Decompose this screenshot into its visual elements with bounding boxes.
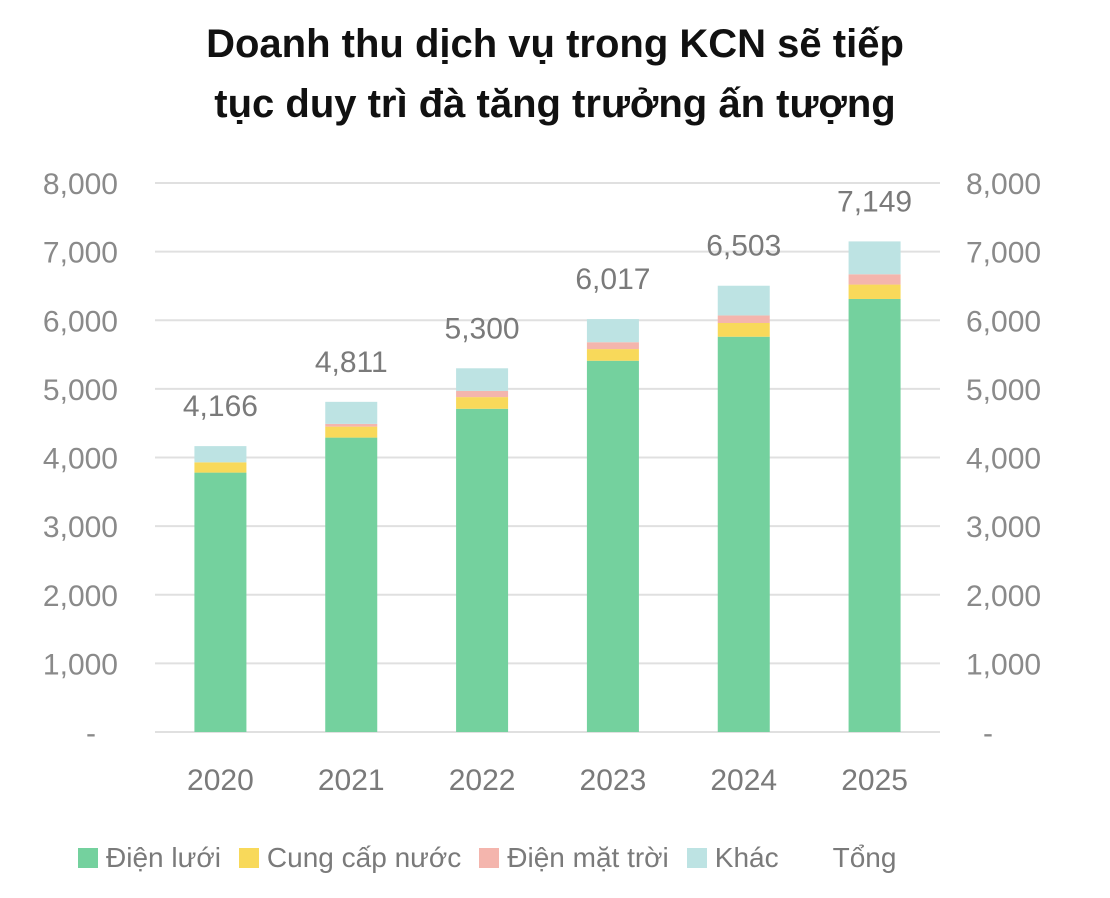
bar-segment-cung-cấp-nước (456, 397, 509, 409)
y-tick-label-right: 2,000 (966, 580, 1041, 613)
bar-segment-điện-mặt-trời (848, 274, 901, 285)
y-tick-label-left: 2,000 (43, 580, 118, 613)
legend-swatch-dien-luoi (78, 848, 98, 868)
bar-segment-cung-cấp-nước (194, 462, 247, 473)
y-tick-label-right: 6,000 (966, 305, 1041, 338)
bar-segment-khác (586, 319, 639, 343)
legend-item-khac: Khác (686, 842, 779, 874)
legend-item-dien-luoi: Điện lưới (78, 842, 221, 874)
bar-segment-điện-lưới (848, 298, 901, 732)
y-tick-label-left: 7,000 (43, 237, 118, 270)
y-tick-label-right: 7,000 (966, 237, 1041, 270)
x-tick-label: 2023 (580, 764, 647, 797)
bar-segment-cung-cấp-nước (325, 426, 378, 438)
total-value-label: 5,300 (445, 312, 520, 345)
bar-segment-điện-lưới (717, 336, 770, 732)
bar-segment-cung-cấp-nước (586, 349, 639, 361)
total-value-label: 7,149 (837, 185, 912, 218)
bar-segment-điện-mặt-trời (717, 315, 770, 323)
chart-title-line-1: Doanh thu dịch vụ trong KCN sẽ tiếp (206, 22, 904, 66)
y-tick-label-right: - (983, 717, 993, 750)
bar-segment-cung-cấp-nước (848, 284, 901, 299)
legend-swatch-dien-mat-troi (479, 848, 500, 868)
bar-segment-điện-lưới (586, 360, 639, 732)
x-tick-label: 2022 (449, 764, 516, 797)
legend-label-khac: Khác (714, 842, 779, 873)
x-tick-label: 2024 (710, 764, 777, 797)
legend-item-dien-mat-troi: Điện mặt trời (479, 842, 669, 874)
legend-label-cung-cap-nuoc: Cung cấp nước (266, 842, 462, 873)
bar-segment-điện-lưới (325, 437, 378, 732)
y-tick-label-right: 1,000 (966, 648, 1041, 681)
y-tick-label-left: 5,000 (43, 374, 118, 407)
legend-item-tong: Tổng (833, 842, 897, 874)
bar-segment-cung-cấp-nước (717, 322, 770, 337)
bar-segment-điện-mặt-trời (586, 342, 639, 350)
legend-swatch-cung-cap-nuoc (238, 848, 259, 868)
bar-segment-khác (717, 285, 770, 316)
x-tick-label: 2020 (187, 764, 254, 797)
y-tick-label-right: 3,000 (966, 511, 1041, 544)
legend-label-dien-mat-troi: Điện mặt trời (507, 842, 669, 873)
bar-segment-điện-lưới (456, 408, 509, 732)
legend-label-dien-luoi: Điện lưới (106, 842, 221, 873)
chart-title-line-2: tục duy trì đà tăng trưởng ấn tượng (214, 82, 896, 126)
total-value-label: 6,503 (706, 230, 781, 263)
bar-segment-điện-mặt-trời (456, 390, 509, 398)
y-tick-label-left: 1,000 (43, 648, 118, 681)
y-tick-label-left: 3,000 (43, 511, 118, 544)
bar-segment-khác (194, 446, 247, 463)
bar-segment-khác (456, 368, 509, 391)
x-tick-label: 2021 (318, 764, 385, 797)
y-tick-label-right: 8,000 (966, 168, 1041, 201)
total-value-label: 6,017 (575, 263, 650, 296)
legend-swatch-khac (686, 848, 707, 868)
x-tick-label: 2025 (841, 764, 908, 797)
total-value-label: 4,811 (315, 346, 388, 379)
bar-segment-điện-lưới (194, 472, 247, 732)
y-tick-label-right: 4,000 (966, 443, 1041, 476)
legend-label-tong: Tổng (832, 842, 897, 873)
total-value-label: 4,166 (183, 390, 258, 423)
bar-segment-khác (325, 401, 378, 424)
y-tick-label-left: - (86, 717, 96, 750)
legend-item-cung-cap-nuoc: Cung cấp nước (238, 842, 462, 874)
chart-legend: Điện lưới Cung cấp nước Điện mặt trời Kh… (78, 838, 914, 878)
y-tick-label-left: 4,000 (43, 443, 118, 476)
bar-segment-điện-mặt-trời (325, 423, 378, 427)
bar-segment-khác (848, 241, 901, 275)
y-tick-label-left: 6,000 (43, 305, 118, 338)
y-tick-label-left: 8,000 (43, 168, 118, 201)
y-tick-label-right: 5,000 (966, 374, 1041, 407)
chart-title: Doanh thu dịch vụ trong KCN sẽ tiếp tục … (0, 14, 1110, 134)
